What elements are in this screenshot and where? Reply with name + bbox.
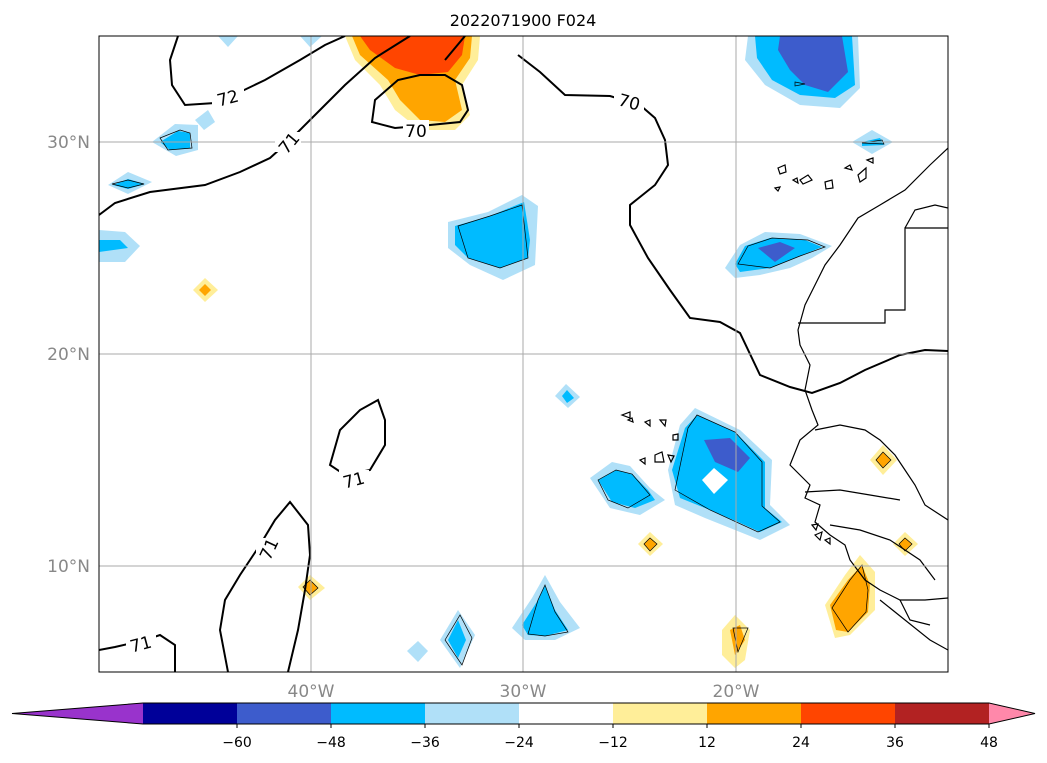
- colorbar-extend-max: [989, 703, 1035, 724]
- colorbar-tick-label: −12: [598, 735, 628, 751]
- island-canary-5: [857, 166, 867, 183]
- island-canary-8: [865, 157, 874, 164]
- coastlines: [789, 147, 948, 651]
- lon-label-30w: 30°W: [500, 682, 547, 702]
- border-senegal: [814, 424, 948, 521]
- shade-south-5n: [407, 641, 428, 662]
- colorbar-tick-label: 48: [980, 735, 998, 751]
- border-sierra-leone: [899, 599, 931, 626]
- shade-cell-west-edge-mid: [99, 240, 128, 252]
- lon-label-40w: 40°W: [288, 682, 335, 702]
- colorbar-segment: [801, 703, 896, 724]
- colorbar-tick-label: −24: [504, 735, 534, 751]
- colorbar-tick-label: 24: [792, 735, 810, 751]
- shade-cell-14n-main-mid: [672, 415, 782, 532]
- island-cv-5: [672, 433, 679, 441]
- contour-71-north: [99, 36, 411, 216]
- border-guinea: [829, 524, 936, 581]
- contour-71-south: [218, 500, 312, 672]
- shade-small-18n-mid: [562, 390, 574, 403]
- island-cv-4: [658, 419, 667, 428]
- coast-africa-northwest: [789, 147, 948, 601]
- colorbar-tick-label: −60: [222, 735, 252, 751]
- shade-ne-coast-cell-strong: [758, 242, 795, 262]
- colorbar-tick-label: −36: [410, 735, 440, 751]
- shade-south-7n-2-mid: [448, 620, 466, 658]
- colorbar-segment: [707, 703, 802, 724]
- colorbar-segment: [519, 703, 614, 724]
- colorbar: −60−48−36−24−121224364860: [11, 702, 1036, 751]
- island-bissagos-1: [813, 530, 823, 542]
- lat-label-30n: 30°N: [47, 133, 90, 153]
- shade-cell-14n-west-mid: [598, 470, 655, 508]
- colorbar-segment: [143, 703, 238, 724]
- border-guinea-2: [879, 599, 948, 651]
- shade-warm-23n-mid: [199, 284, 211, 296]
- lon-label-20w: 20°W: [713, 682, 760, 702]
- colorbar-outline: [11, 702, 1036, 725]
- shade-south-7n-mid: [522, 585, 568, 636]
- contour-north-edge-east: [444, 36, 466, 61]
- map-frame: [98, 35, 949, 673]
- shade-cell-nw-1-mid: [160, 131, 190, 150]
- shade-cell-14n-main-strong: [704, 438, 750, 472]
- colorbar-segment: [237, 703, 332, 724]
- anomaly-outlines: [111, 81, 913, 666]
- shade-warm-8n-coast-mid: [830, 565, 870, 632]
- shade-cell-14n-main-hole: [702, 468, 728, 494]
- island-cv-7: [654, 451, 665, 463]
- island-canary-4: [843, 164, 854, 171]
- shade-cluster-ne-strong: [778, 36, 848, 92]
- contour-labels: 72 71 70 70 71 71 71: [126, 87, 644, 657]
- lat-label-10n: 10°N: [47, 557, 90, 577]
- island-canary-7: [773, 186, 782, 193]
- border-morocco: [904, 204, 948, 229]
- shade-cell-nw-2: [195, 110, 215, 130]
- border-gambia: [804, 489, 901, 501]
- islands: [620, 157, 874, 546]
- shade-center-north-mid: [455, 202, 530, 268]
- shade-cell-north-1: [218, 36, 238, 47]
- colorbar-tick-label: −48: [316, 735, 346, 751]
- colorbar-segment: [425, 703, 520, 724]
- colorbar-extend-min: [12, 703, 143, 724]
- island-bissagos-3: [810, 523, 819, 532]
- colorbar-segment: [331, 703, 426, 724]
- island-cv-8: [667, 454, 675, 464]
- island-canary-2: [799, 174, 813, 185]
- border-mauritania: [798, 227, 948, 324]
- island-cv-6: [638, 457, 646, 466]
- shade-warm-north-strong: [360, 36, 465, 75]
- lat-label-20n: 20°N: [47, 345, 90, 365]
- colorbar-segment: [613, 703, 708, 724]
- island-bissagos-2: [823, 537, 831, 546]
- colorbar-segment: [895, 703, 990, 724]
- island-cv-1: [620, 411, 631, 419]
- colorbar-tick-label: 12: [698, 735, 716, 751]
- island-cv-2: [626, 417, 634, 423]
- island-canary-1: [777, 164, 787, 175]
- island-cv-3: [643, 419, 651, 428]
- contour-70-north: [370, 74, 470, 130]
- gridlines: [99, 36, 948, 672]
- contour-label: 70: [405, 122, 427, 142]
- map-area: 72 71 70 70 71 71 71: [99, 36, 948, 672]
- island-canary-3: [824, 179, 834, 190]
- map-title: 2022071900 F024: [450, 11, 597, 30]
- island-canary-6: [791, 177, 799, 185]
- negative-anomaly-shading: [99, 36, 893, 668]
- colorbar-tick-label: 36: [886, 735, 904, 751]
